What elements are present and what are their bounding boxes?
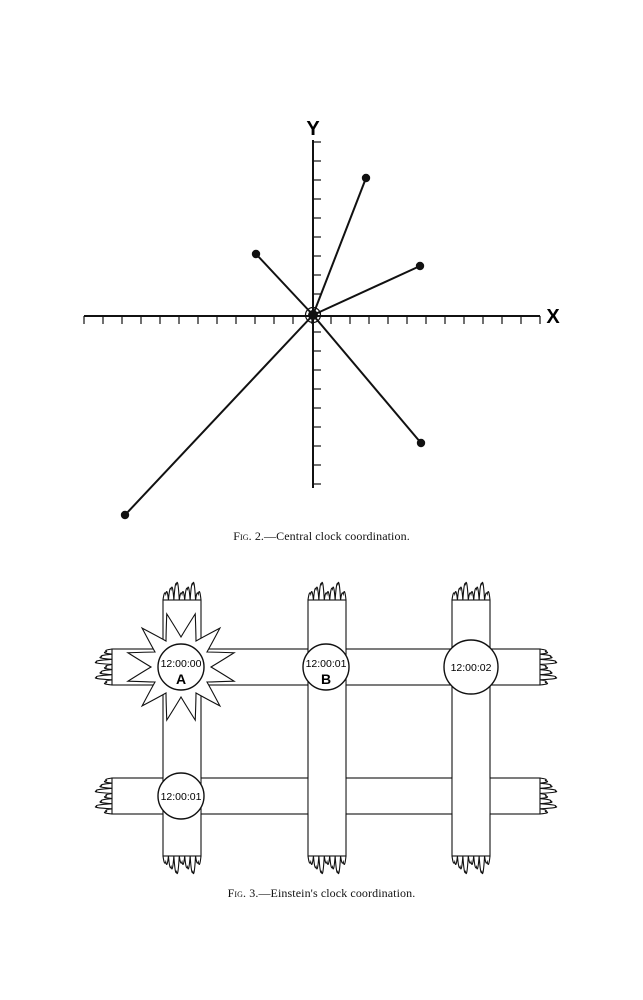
clock-b: 12:00:01 B (302, 643, 350, 691)
figure-3-caption-prefix: Fig. 3. (227, 886, 259, 900)
clock-a: 12:00:00 A (157, 643, 205, 691)
figure-2: Y X Fig. 2.—Central clock coordination. (0, 118, 643, 544)
clock-rays (120, 173, 426, 520)
ray-point-lower-right (312, 314, 422, 444)
einstein-clock-grid: 12:00:00 A 12:00:01 B 12:00:02 12:00:01 (94, 581, 558, 875)
band-end-wave (451, 581, 491, 601)
point-lower-left (120, 510, 130, 520)
band-end-wave (94, 777, 113, 815)
band-end-wave (307, 581, 347, 601)
band-end-wave (162, 855, 202, 875)
x-axis-label: X (546, 306, 560, 328)
point-upper-left (251, 249, 261, 259)
band-end-wave (94, 648, 113, 686)
band-end-wave (539, 777, 558, 815)
clock-d-time: 12:00:01 (161, 791, 202, 803)
ray-point-right-shallow (312, 265, 421, 316)
point-upper-right-steep (361, 173, 371, 183)
clock-a-label: A (176, 671, 186, 687)
vertical-band-middle (307, 599, 347, 857)
band-end-wave (451, 855, 491, 875)
point-lower-right (416, 438, 426, 448)
y-axis-ticks (313, 141, 321, 485)
clock-a-time: 12:00:00 (161, 658, 202, 670)
figure-2-caption-prefix: Fig. 2. (233, 529, 265, 543)
figure-3-caption: Fig. 3.—Einstein's clock coordination. (0, 886, 643, 901)
y-axis-label: Y (306, 118, 320, 140)
clock-b-time: 12:00:01 (306, 658, 347, 670)
ray-point-lower-left (124, 314, 314, 516)
ray-point-upper-left (255, 253, 314, 316)
band-end-wave (162, 581, 202, 601)
central-clock-ring (304, 306, 322, 324)
figure-2-caption: Fig. 2.—Central clock coordination. (0, 529, 643, 544)
point-right-shallow (415, 261, 425, 271)
figure-3-caption-text: —Einstein's clock coordination. (258, 886, 416, 900)
figure-2-caption-text: —Central clock coordination. (264, 529, 410, 543)
vertical-band-right (451, 599, 491, 857)
clock-b-label: B (321, 671, 331, 687)
x-axis-ticks (83, 316, 541, 324)
band-end-wave (539, 648, 558, 686)
clock-c: 12:00:02 (443, 639, 499, 695)
clocks: 12:00:00 A 12:00:01 B 12:00:02 12:00:01 (157, 639, 499, 820)
band-end-wave (307, 855, 347, 875)
ray-point-upper-right-steep (312, 177, 367, 316)
clock-d: 12:00:01 (157, 772, 205, 820)
band-ends (94, 581, 558, 875)
central-clock-diagram: Y X (83, 118, 560, 520)
clock-c-time: 12:00:02 (451, 662, 492, 674)
central-clock-marker (308, 310, 318, 320)
figure-3: 12:00:00 A 12:00:01 B 12:00:02 12:00:01 … (0, 560, 643, 910)
